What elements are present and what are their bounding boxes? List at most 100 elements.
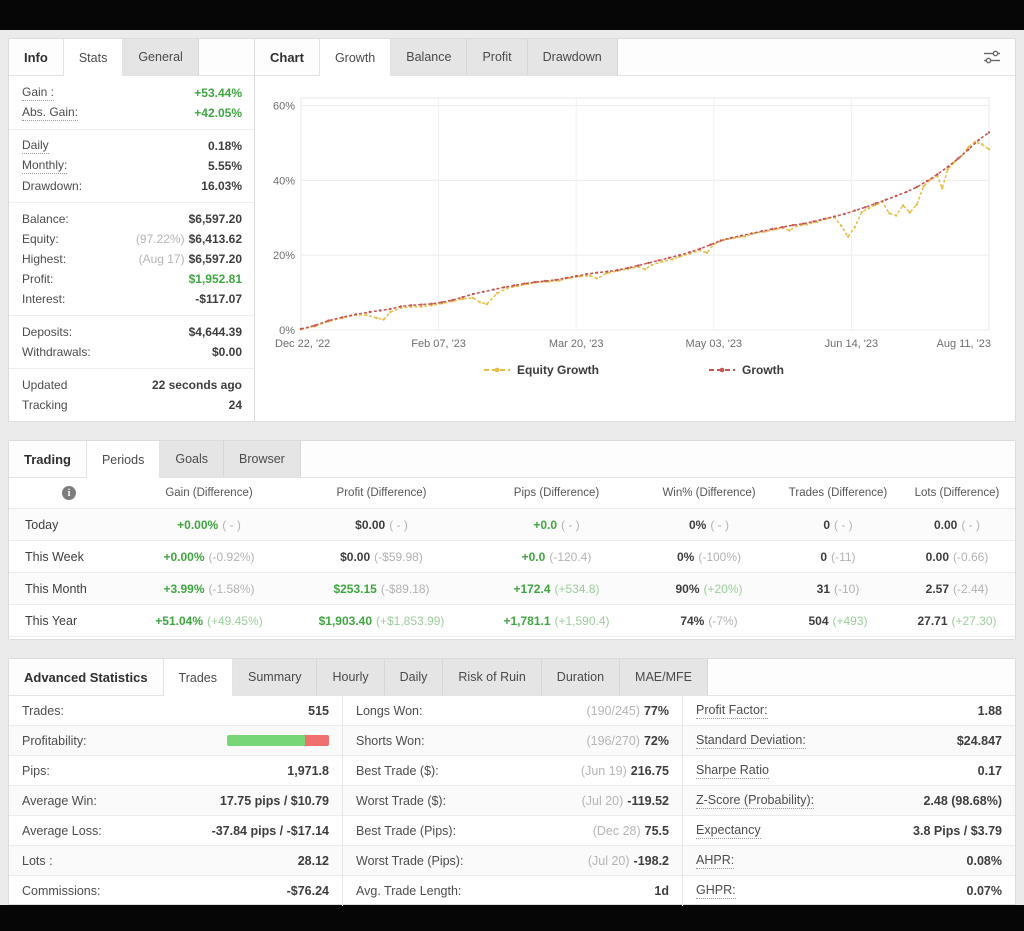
stat-equity: Equity: (97.22%) $6,413.62	[22, 232, 242, 246]
daily-label[interactable]: Daily	[22, 138, 49, 154]
svg-text:Aug 11, '23: Aug 11, '23	[937, 338, 992, 350]
stat-ahpr: AHPR: 0.08%	[683, 846, 1015, 876]
col-win: Win% (Difference)	[662, 487, 756, 499]
stat-tracking: Tracking 24	[22, 398, 242, 412]
stat-best-trade-pips: Best Trade (Pips): (Dec 28) 75.5	[343, 816, 682, 846]
stat-longs-won: Longs Won: (190/245) 77%	[343, 696, 682, 726]
chart-panel-label: Chart	[270, 49, 304, 65]
stat-z-score: Z-Score (Probability): 2.48 (98.68%)	[683, 786, 1015, 816]
svg-text:Dec 22, '22: Dec 22, '22	[275, 338, 330, 350]
stat-drawdown: Drawdown: 16.03%	[22, 179, 242, 193]
periods-row-this-year: This Year +51.04% (+49.45%) $1,903.40 (+$1…	[9, 605, 1015, 637]
col-gain: Gain (Difference)	[165, 487, 253, 499]
tab-summary[interactable]: Summary	[233, 659, 318, 695]
chart-legend: Equity Growth Growth	[261, 363, 1007, 377]
advanced-tabbar: Advanced Statistics Trades Summary Hourl…	[9, 659, 1015, 696]
tab-goals[interactable]: Goals	[160, 441, 224, 477]
divider	[9, 315, 255, 316]
stat-withdrawals: Withdrawals: $0.00	[22, 345, 242, 359]
stat-commissions: Commissions: -$76.24	[22, 884, 329, 898]
tab-general[interactable]: General	[123, 39, 199, 75]
tab-risk-of-ruin[interactable]: Risk of Ruin	[443, 659, 542, 695]
tab-daily[interactable]: Daily	[384, 659, 444, 695]
advanced-col-2: Longs Won: (190/245) 77% Shorts Won: (196/2…	[343, 696, 683, 906]
info-panel: Info Stats General Gain : +53.44% Abs. G…	[8, 38, 256, 422]
tab-hourly[interactable]: Hourly	[317, 659, 385, 695]
stat-best-trade-usd: Best Trade ($): (Jun 19) 216.75	[343, 756, 682, 786]
trading-panel-label: Trading	[24, 451, 71, 467]
stat-sharpe-ratio: Sharpe Ratio 0.17	[683, 756, 1015, 786]
stat-highest: Highest: (Aug 17) $6,597.20	[22, 252, 242, 266]
stat-avg-trade-length: Avg. Trade Length: 1d	[356, 884, 669, 898]
chart-tabbar: Chart Growth Balance Profit Drawdown	[255, 39, 1015, 76]
divider	[9, 368, 255, 369]
legend-item-growth[interactable]: Growth	[709, 363, 784, 377]
divider	[9, 129, 255, 130]
chart-panel: Chart Growth Balance Profit Drawdown 0% 2…	[254, 38, 1016, 422]
periods-row-this-week: This Week +0.00% (-0.92%) $0.00 (-$59.98) …	[9, 541, 1015, 573]
info-icon[interactable]: i	[62, 486, 76, 500]
stat-abs-gain: Abs. Gain: +42.05%	[22, 105, 242, 121]
svg-text:Feb 07, '23: Feb 07, '23	[411, 338, 466, 350]
stat-lots: Lots :28.12	[9, 846, 342, 876]
periods-row-today: Today +0.00%( - ) $0.00( - ) +0.0( - ) 0…	[9, 509, 1015, 541]
info-tabbar: Info Stats General	[9, 39, 255, 76]
stat-updated: Updated 22 seconds ago	[22, 378, 242, 392]
stat-balance: Balance: $6,597.20	[22, 212, 242, 226]
advanced-panel-label: Advanced Statistics	[24, 669, 148, 685]
svg-text:60%: 60%	[273, 100, 295, 112]
svg-text:40%: 40%	[273, 175, 295, 187]
tab-duration[interactable]: Duration	[541, 659, 621, 695]
svg-text:20%: 20%	[273, 250, 295, 262]
tab-balance[interactable]: Balance	[391, 39, 468, 75]
stat-trades: Trades: 515	[9, 696, 342, 726]
svg-text:Jun 14, '23: Jun 14, '23	[825, 338, 878, 350]
growth-chart-plot: 0% 20% 40% 60% Dec 22, '22 Feb 07, '23 Mar 20,…	[273, 97, 992, 350]
stat-shorts-won: Shorts Won: (196/270) 72%	[343, 726, 682, 756]
stat-profit: Profit: $1,952.81	[22, 272, 242, 286]
col-pips: Pips (Difference)	[513, 487, 600, 499]
stat-ghpr: GHPR: 0.07%	[696, 883, 1002, 899]
divider	[9, 202, 255, 203]
stat-profitability: Profitability:	[9, 726, 342, 756]
svg-text:Mar 20, '23: Mar 20, '23	[549, 338, 604, 350]
advanced-statistics-panel: Advanced Statistics Trades Summary Hourl…	[8, 658, 1016, 906]
abs-gain-label[interactable]: Abs. Gain:	[22, 105, 79, 121]
stat-daily: Daily 0.18%	[22, 138, 242, 154]
tab-browser[interactable]: Browser	[224, 441, 301, 477]
stat-worst-trade-pips: Worst Trade (Pips): (Jul 20) -198.2	[343, 846, 682, 876]
svg-text:0%: 0%	[279, 325, 295, 337]
periods-header-row: i Gain (Difference) Profit (Difference) …	[9, 478, 1015, 509]
col-trades: Trades (Difference)	[788, 487, 888, 499]
page-background: Info Stats General Gain : +53.44% Abs. G…	[0, 30, 1024, 906]
legend-marker	[484, 367, 510, 373]
stat-deposits: Deposits: $4,644.39	[22, 325, 242, 339]
periods-tabbar: Trading Periods Goals Browser	[9, 441, 1015, 478]
chart-settings-icon[interactable]	[969, 39, 1015, 75]
tab-drawdown[interactable]: Drawdown	[527, 39, 618, 75]
legend-marker	[709, 367, 735, 373]
stat-expectancy: Expectancy 3.8 Pips / $3.79	[683, 816, 1015, 846]
svg-text:May 03, '23: May 03, '23	[686, 338, 743, 350]
stat-gain: Gain : +53.44%	[22, 85, 242, 101]
stat-interest: Interest: -$117.07	[22, 292, 242, 306]
legend-item-equity-growth[interactable]: Equity Growth	[484, 363, 599, 377]
tab-profit[interactable]: Profit	[467, 39, 528, 75]
tab-periods[interactable]: Periods	[85, 441, 161, 478]
stat-average-win: Average Win: 17.75 pips / $10.79	[9, 786, 342, 816]
tab-trades[interactable]: Trades	[162, 659, 233, 696]
stat-pips: Pips: 1,971.8	[9, 756, 342, 786]
stat-standard-deviation: Standard Deviation: $24.847	[683, 726, 1015, 756]
stat-worst-trade-usd: Worst Trade ($): (Jul 20) -119.52	[343, 786, 682, 816]
periods-row-this-month: This Month +3.99% (-1.58%) $253.15 (-$89.1…	[9, 573, 1015, 605]
growth-chart: 0% 20% 40% 60% Dec 22, '22 Feb 07, '23 Mar 20,…	[255, 76, 1015, 377]
tab-growth[interactable]: Growth	[318, 39, 392, 76]
stat-monthly: Monthly: 5.55%	[22, 158, 242, 174]
tab-stats[interactable]: Stats	[62, 39, 124, 76]
tab-mae-mfe[interactable]: MAE/MFE	[620, 659, 708, 695]
info-panel-label: Info	[24, 49, 48, 65]
stat-average-loss: Average Loss: -37.84 pips / -$17.14	[9, 816, 342, 846]
monthly-label[interactable]: Monthly:	[22, 158, 68, 174]
col-profit: Profit (Difference)	[336, 487, 427, 499]
gain-label[interactable]: Gain :	[22, 85, 55, 101]
